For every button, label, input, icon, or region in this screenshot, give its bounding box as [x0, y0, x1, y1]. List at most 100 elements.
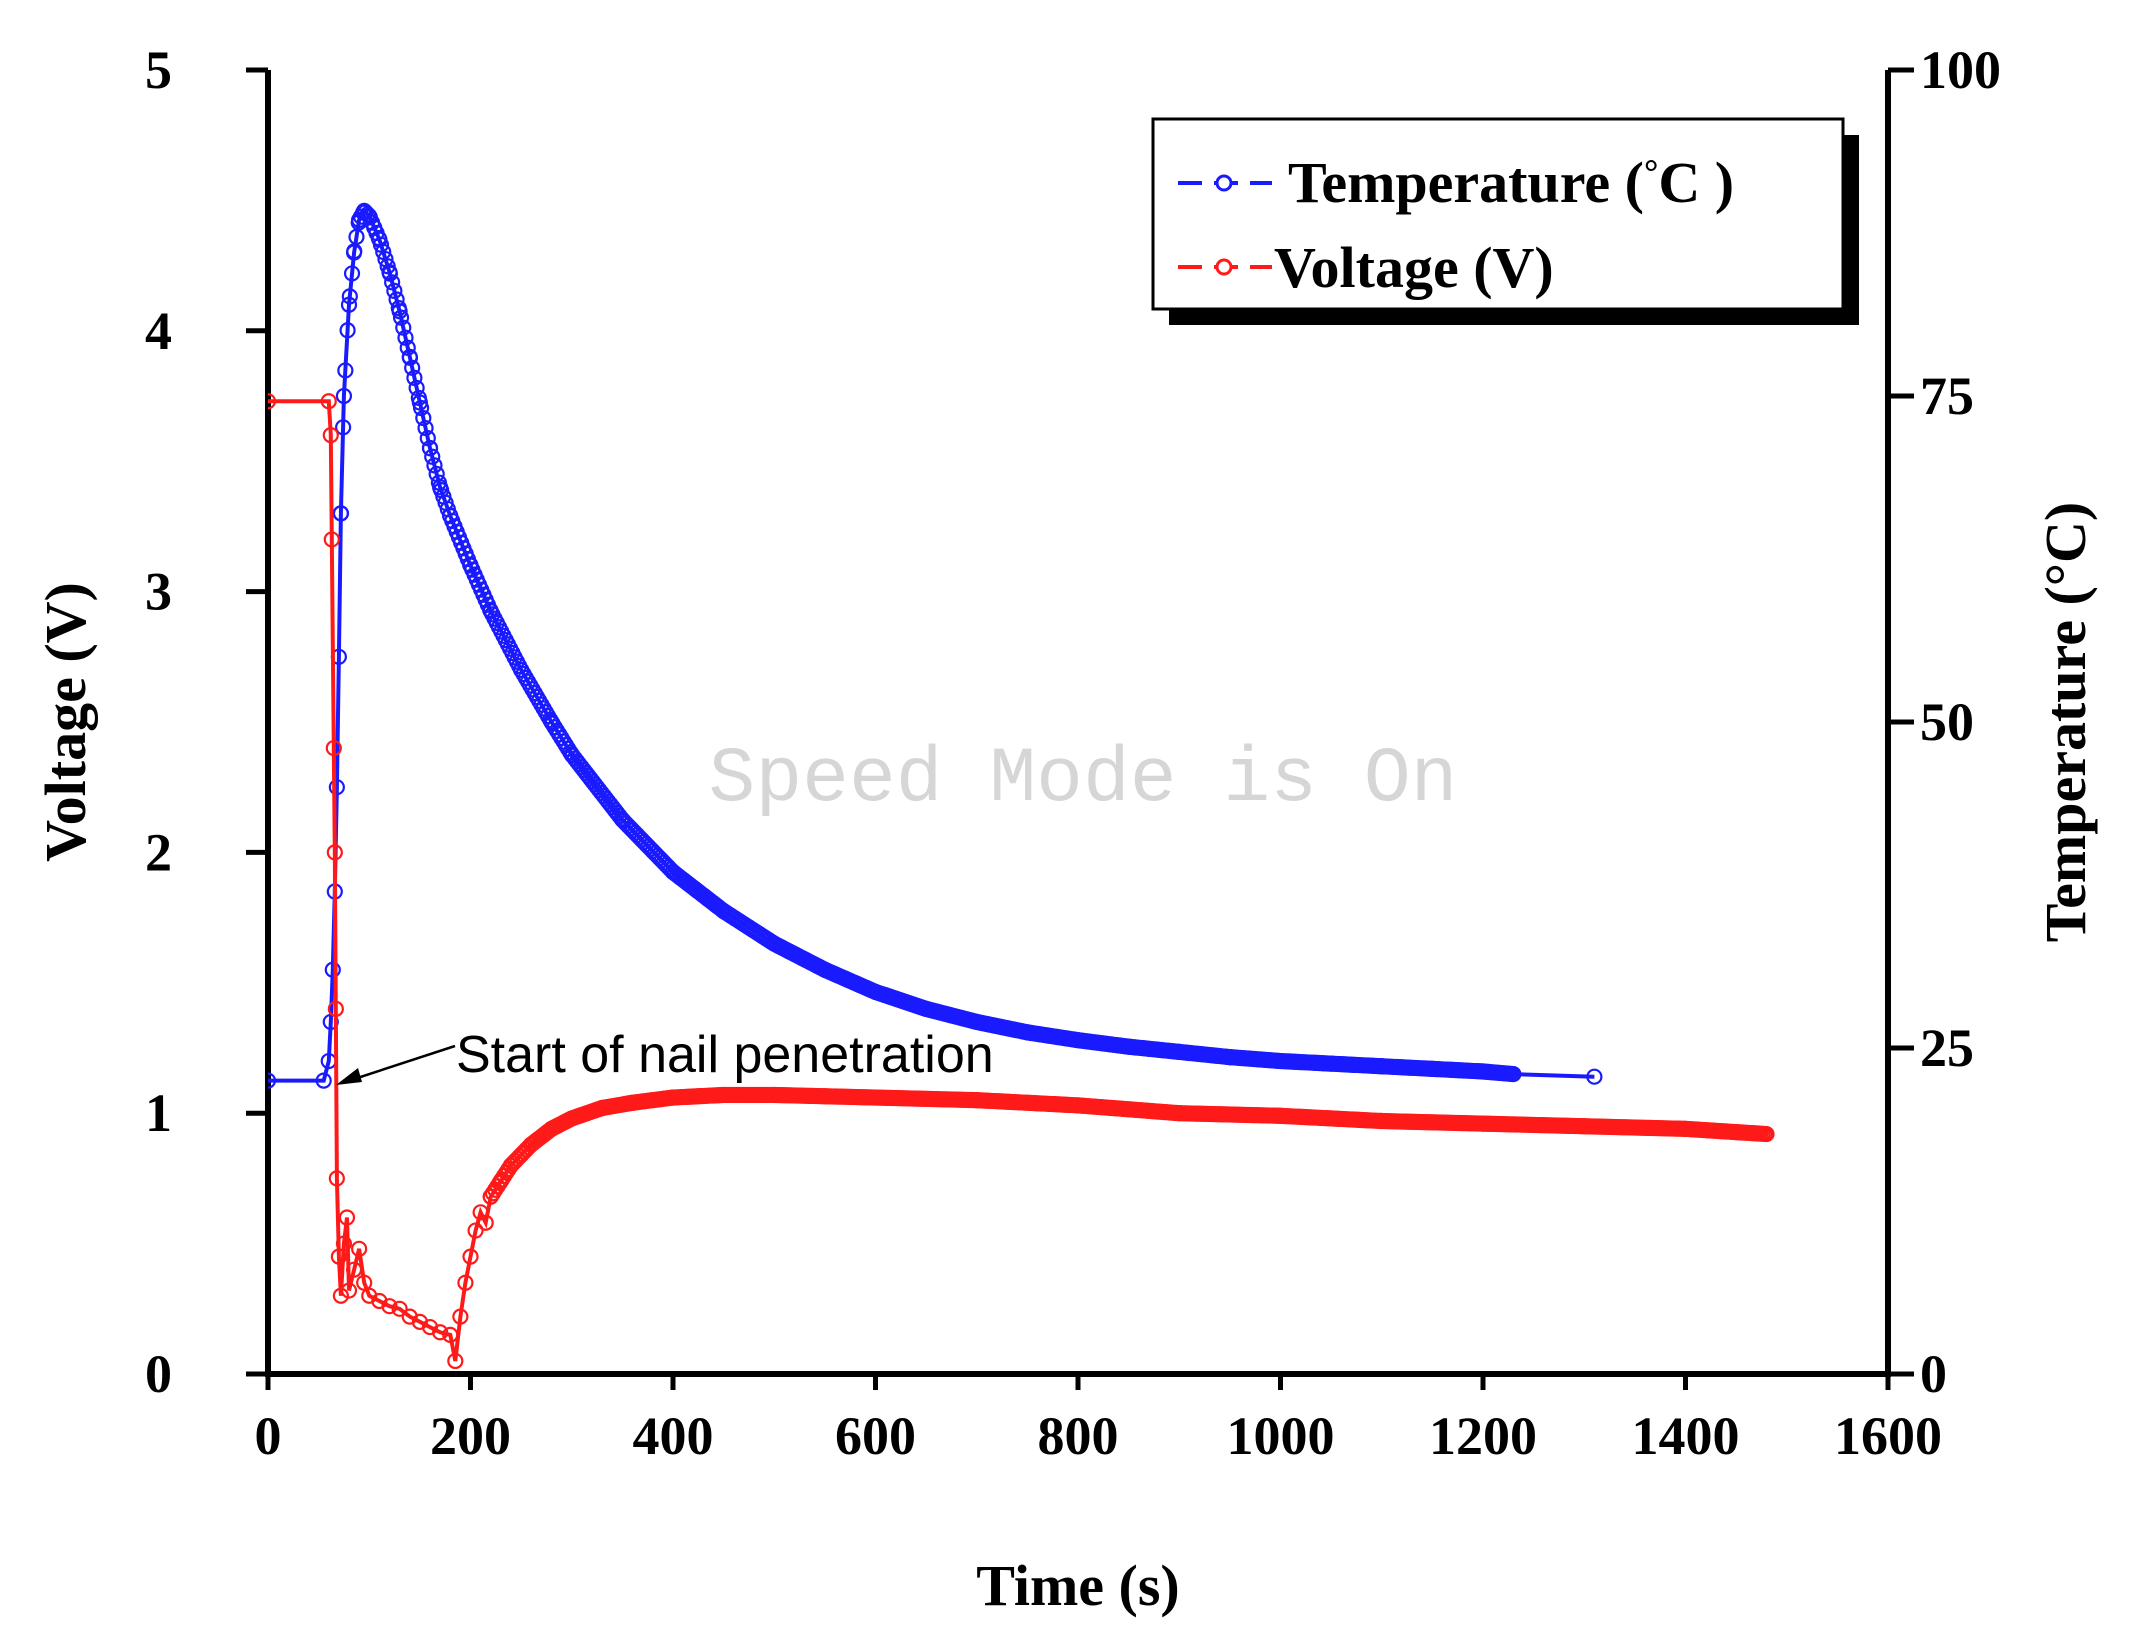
temperature-point: [268, 1072, 277, 1089]
temperature-point: [341, 288, 358, 305]
y-tick-label-right: 75: [1920, 366, 1974, 426]
x-tick-label: 1000: [1227, 1406, 1335, 1466]
temperature-point: [408, 379, 425, 397]
temperature-point: [384, 274, 401, 291]
temperature-point: [399, 339, 416, 356]
temperature-point: [375, 243, 392, 261]
temperature-point: [335, 419, 352, 436]
temperature-point: [324, 961, 341, 978]
x-tick-label: 1400: [1632, 1406, 1740, 1466]
temperature-point: [381, 265, 399, 282]
temperature-line: [268, 207, 1595, 1083]
annotation-text: Start of nail penetration: [456, 1026, 994, 1084]
temperature-point: [372, 236, 390, 253]
voltage-point: [268, 393, 277, 410]
temperature-point: [430, 474, 448, 491]
temperature-point: [417, 419, 434, 437]
temperature-point: [390, 300, 407, 317]
x-tick-label: 400: [633, 1406, 714, 1466]
temperature-point: [377, 250, 394, 268]
temperature-point: [419, 430, 436, 447]
voltage-point: [462, 1248, 479, 1265]
voltage-line: [268, 399, 1767, 1362]
x-tick-label: 1200: [1429, 1406, 1537, 1466]
temperature-point: [379, 258, 396, 275]
temperature-point: [404, 359, 421, 376]
voltage-point: [432, 1324, 449, 1341]
legend-entry-voltage: Voltage (V): [1178, 235, 1554, 300]
y-tick-label-right: 25: [1920, 1018, 1974, 1078]
y-tick-label-left: 0: [145, 1344, 172, 1404]
voltage-point: [477, 1214, 494, 1231]
voltage-point: [328, 1170, 345, 1187]
voltage-point: [457, 1274, 474, 1291]
temperature-point: [410, 389, 427, 407]
temperature-point: [315, 1072, 332, 1089]
x-axis-title: Time (s): [976, 1553, 1180, 1618]
voltage-point: [442, 1326, 459, 1343]
voltage-point: [381, 1298, 398, 1315]
voltage-point: [322, 427, 339, 444]
legend-degree-mark: °: [1644, 152, 1658, 192]
voltage-point: [335, 1235, 353, 1252]
temperature-point: [1504, 1065, 1521, 1083]
watermark: Speed Mode is On: [709, 736, 1458, 824]
voltage-point: [320, 393, 337, 410]
voltage-point: [325, 739, 342, 757]
temperature-point: [332, 505, 349, 522]
legend-marker-temperature: [1215, 174, 1233, 192]
temperature-point: [343, 265, 361, 282]
y-tick-label-left: 4: [145, 301, 172, 361]
temperature-point: [395, 319, 412, 336]
annotation-arrow: [341, 1044, 456, 1085]
voltage-point: [391, 1300, 408, 1317]
x-tick-label: 0: [255, 1406, 282, 1466]
voltage-point: [452, 1308, 469, 1325]
temperature-point: [335, 387, 353, 405]
temperature-point: [421, 440, 439, 457]
temperature-point: [337, 362, 354, 379]
axis-ticks: 0 200 400 600 800 1000 1200 1400 160001234502550…: [145, 40, 2001, 1466]
series-temperature: [268, 202, 1603, 1089]
y-axis-title-left: Voltage (V): [33, 582, 98, 862]
legend-entry-temperature: Temperature (°C ): [1178, 150, 1734, 215]
legend-box: [1151, 117, 1845, 311]
temperature-point: [386, 282, 403, 299]
temperature-point: [339, 322, 356, 339]
temperature-point: [397, 329, 414, 346]
voltage-point: [323, 531, 340, 548]
annotation-nail-penetration: Start of nail penetration: [336, 1026, 994, 1085]
temperature-point: [424, 448, 441, 465]
voltage-point: [345, 1261, 363, 1278]
voltage-point: [338, 1209, 356, 1226]
voltage-point: [326, 844, 343, 861]
x-tick-label: 200: [430, 1406, 511, 1466]
temperature-point: [401, 349, 419, 366]
temperature-point: [340, 296, 358, 313]
temperature-point: [370, 230, 387, 247]
voltage-point: [1756, 1125, 1773, 1143]
temperature-point: [388, 291, 405, 308]
legend: Temperature (°C ) Voltage (V): [1151, 117, 1859, 325]
legend-label-temperature: Temperature (°C ): [1288, 150, 1734, 215]
legend-marker-voltage: [1215, 258, 1233, 276]
y-tick-label-right: 100: [1920, 40, 2001, 100]
temperature-point: [359, 206, 376, 223]
y-tick-label-left: 1: [145, 1083, 172, 1143]
y-axis-title-right: Temperature (°C): [2033, 502, 2098, 942]
y-tick-label-left: 2: [145, 822, 172, 882]
temperature-point: [428, 465, 445, 483]
temperature-point: [412, 399, 430, 417]
voltage-point: [351, 1240, 368, 1257]
y-tick-label-right: 50: [1920, 692, 1974, 752]
x-tick-label: 800: [1038, 1406, 1119, 1466]
series-voltage: [268, 393, 1775, 1370]
temperature-point: [392, 309, 410, 326]
temperature-point: [426, 457, 443, 474]
voltage-point: [340, 1282, 358, 1299]
y-tick-label-left: 5: [145, 40, 172, 100]
voltage-point: [327, 1000, 344, 1017]
temperature-point: [328, 779, 345, 796]
y-tick-label-left: 3: [145, 562, 172, 622]
